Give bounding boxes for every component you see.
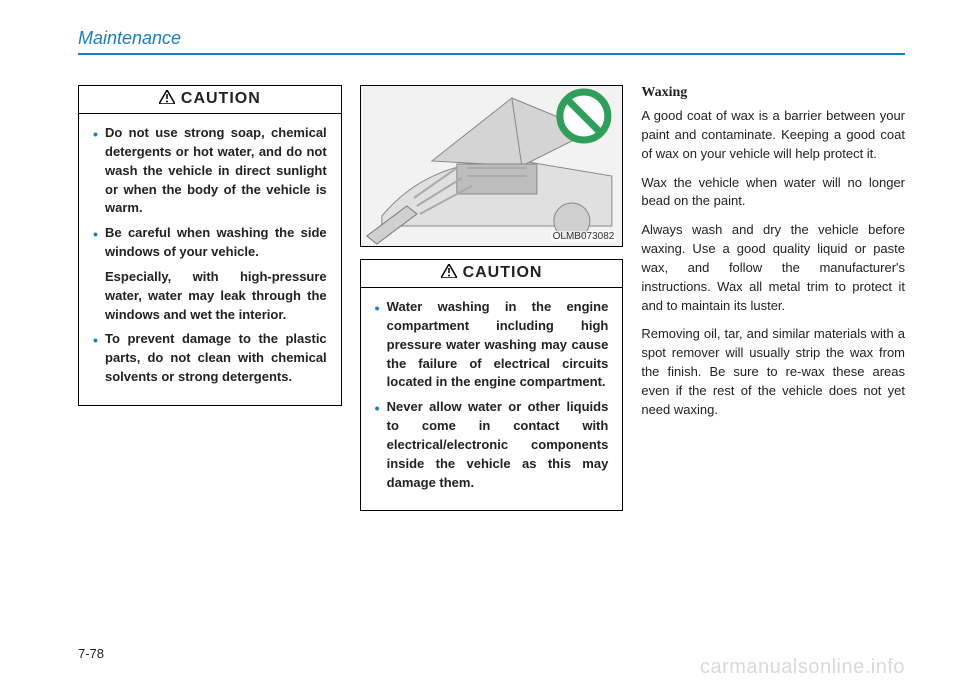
caution-item: Do not use strong soap, chemical deterge… [93,124,327,218]
caution-body: Do not use strong soap, chemical deterge… [79,114,341,405]
body-paragraph: Wax the vehicle when water will no longe… [641,174,905,212]
waxing-heading: Waxing [641,85,905,101]
engine-wash-figure: OLMB073082 [360,85,624,247]
body-paragraph: A good coat of wax is a barrier between … [641,107,905,164]
caution-heading: CAUTION [361,260,623,288]
figure-code: OLMB073082 [551,231,617,242]
header-rule [78,53,905,55]
watermark: carmanualsonline.info [700,656,905,679]
caution-label: CAUTION [463,264,543,281]
body-paragraph: Always wash and dry the vehicle before w… [641,221,905,315]
caution-item: Be careful when washing the side windows… [93,224,327,262]
engine-illustration-icon [361,86,623,246]
manual-page: Maintenance CAUTION Do not u [0,0,960,689]
caution-item: To prevent damage to the plastic parts, … [93,330,327,387]
column-3: Waxing A good coat of wax is a barrier b… [641,85,905,511]
page-header: Maintenance [78,28,905,55]
caution-item: Water washing in the engine compartment … [375,298,609,392]
page-number: 7-78 [78,646,104,661]
caution-extra: Especially, with high-pressure water, wa… [105,268,327,325]
caution-label: CAUTION [181,90,261,107]
caution-heading: CAUTION [79,86,341,114]
section-title: Maintenance [78,28,181,51]
caution-item: Never allow water or other liquids to co… [375,398,609,492]
caution-body: Water washing in the engine compartment … [361,288,623,510]
caution-box-1: CAUTION Do not use strong soap, chemical… [78,85,342,406]
column-2: OLMB073082 CAUTION Water washing in the … [360,85,624,511]
body-paragraph: Removing oil, tar, and similar materials… [641,325,905,419]
warning-icon [159,90,175,109]
content-columns: CAUTION Do not use strong soap, chemical… [78,85,905,511]
caution-box-2: CAUTION Water washing in the engine comp… [360,259,624,511]
warning-icon [441,264,457,283]
column-1: CAUTION Do not use strong soap, chemical… [78,85,342,511]
